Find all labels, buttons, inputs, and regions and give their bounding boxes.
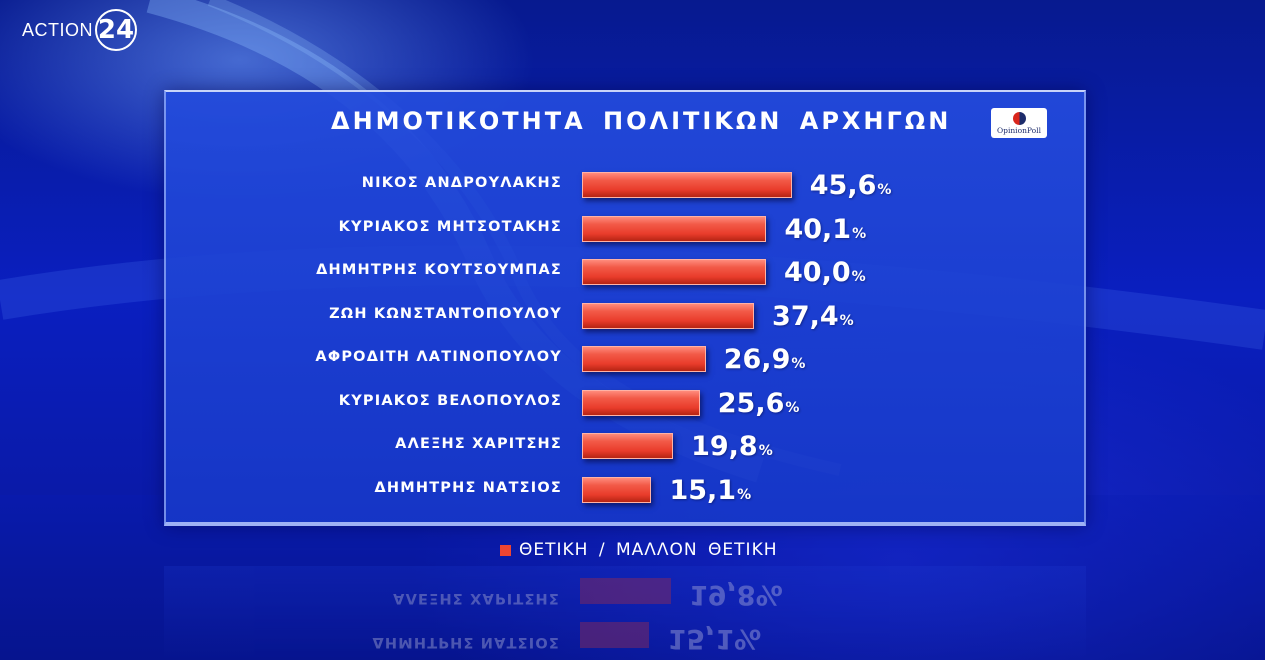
chart-legend: ΘΕΤΙΚΗ / ΜΑΛΛΟΝ ΘΕΤΙΚΗ (500, 540, 778, 560)
candidate-name: ΝΙΚΟΣ ΑΝΔΡΟΥΛΑΚΗΣ (361, 175, 562, 191)
bar-value-number: 40,0 (784, 257, 851, 288)
channel-logo: ACTION 24 (22, 6, 138, 54)
bar (582, 433, 674, 459)
bar (582, 215, 767, 242)
candidate-name: ΑΦΡΟΔΙΤΗ ΛΑΤΙΝΟΠΟΥΛΟΥ (315, 349, 562, 365)
reflection-row: ΑΛΕΞΗΣ ΧΑΡΙΤΣΗΣ 19,8% (164, 576, 1086, 610)
bar-value-label: 45,6% (810, 170, 892, 201)
bar (582, 259, 766, 285)
bar-value-unit: % (737, 486, 752, 503)
bar-value-unit: % (877, 182, 892, 198)
reflection-bar (580, 622, 650, 648)
bar (582, 476, 652, 503)
reflection-value: 15,1% (667, 623, 762, 654)
channel-logo-number: 24 (95, 9, 138, 51)
floor-reflection: ΔΗΜΗΤΡΗΣ ΝΑΤΣΙΟΣ 15,1% ΑΛΕΞΗΣ ΧΑΡΙΤΣΗΣ 19,8… (164, 566, 1086, 660)
bar-value-number: 19,8 (691, 431, 758, 462)
bar-value-number: 25,6 (717, 387, 785, 419)
bar (582, 172, 792, 198)
bar-value-label: 40,1% (784, 214, 866, 245)
bar-value-number: 15,1 (669, 474, 737, 506)
poll-panel: ΔΗΜΟΤΙΚΟΤΗΤΑ ΠΟΛΙΤΙΚΩΝ ΑΡΧΗΓΩΝ OpinionPo… (164, 90, 1086, 526)
bar-value-unit: % (758, 443, 773, 459)
candidate-name: ΚΥΡΙΑΚΟΣ ΒΕΛΟΠΟΥΛΟΣ (338, 392, 562, 409)
bar (582, 302, 755, 329)
bar-value-unit: % (851, 269, 866, 285)
bar-value-number: 40,1 (784, 213, 852, 245)
bar-value-number: 26,9 (723, 344, 791, 375)
bar-value-label: 37,4% (772, 301, 854, 332)
bar-value-number: 37,4 (772, 300, 839, 332)
candidate-name: ΑΛΕΞΗΣ ΧΑΡΙΤΣΗΣ (395, 436, 562, 452)
pollster-logo-text: OpinionPoll (997, 125, 1041, 135)
pollster-logo-mark (1012, 111, 1026, 125)
bar-value-label: 40,0% (784, 257, 866, 288)
candidate-name: ΚΥΡΙΑΚΟΣ ΜΗΤΣΟΤΑΚΗΣ (338, 218, 562, 235)
pollster-logo: OpinionPoll (991, 108, 1047, 138)
bar-value-label: 26,9% (724, 344, 806, 375)
bar-value-unit: % (852, 225, 867, 242)
reflection-bar (580, 578, 672, 604)
candidate-name: ΔΗΜΗΤΡΗΣ ΝΑΤΣΙΟΣ (374, 479, 562, 496)
bar-value-unit: % (791, 356, 806, 372)
reflection-row: ΔΗΜΗΤΡΗΣ ΝΑΤΣΙΟΣ 15,1% (164, 620, 1086, 654)
reflection-value: 19,8% (689, 579, 783, 610)
candidate-name: ΖΩΗ ΚΩΝΣΤΑΝΤΟΠΟΥΛΟΥ (329, 305, 562, 322)
bar-value-label: 19,8% (691, 431, 773, 462)
bar-value-label: 25,6% (718, 388, 800, 419)
legend-label: ΘΕΤΙΚΗ / ΜΑΛΛΟΝ ΘΕΤΙΚΗ (519, 540, 778, 560)
channel-logo-text: ACTION (22, 19, 94, 40)
reflection-name: ΔΗΜΗΤΡΗΣ ΝΑΤΣΙΟΣ (372, 634, 560, 650)
bar-value-label: 15,1% (669, 475, 751, 506)
chart-title: ΔΗΜΟΤΙΚΟΤΗΤΑ ΠΟΛΙΤΙΚΩΝ ΑΡΧΗΓΩΝ (331, 107, 952, 135)
candidate-name: ΔΗΜΗΤΡΗΣ ΚΟΥΤΣΟΥΜΠΑΣ (316, 262, 562, 278)
bar-value-unit: % (839, 312, 854, 329)
bar-value-unit: % (785, 399, 800, 416)
legend-swatch (500, 544, 511, 556)
bar-value-number: 45,6 (809, 170, 877, 201)
reflection-name: ΑΛΕΞΗΣ ΧΑΡΙΤΣΗΣ (393, 590, 560, 606)
bar (582, 389, 700, 416)
bar (582, 346, 706, 372)
